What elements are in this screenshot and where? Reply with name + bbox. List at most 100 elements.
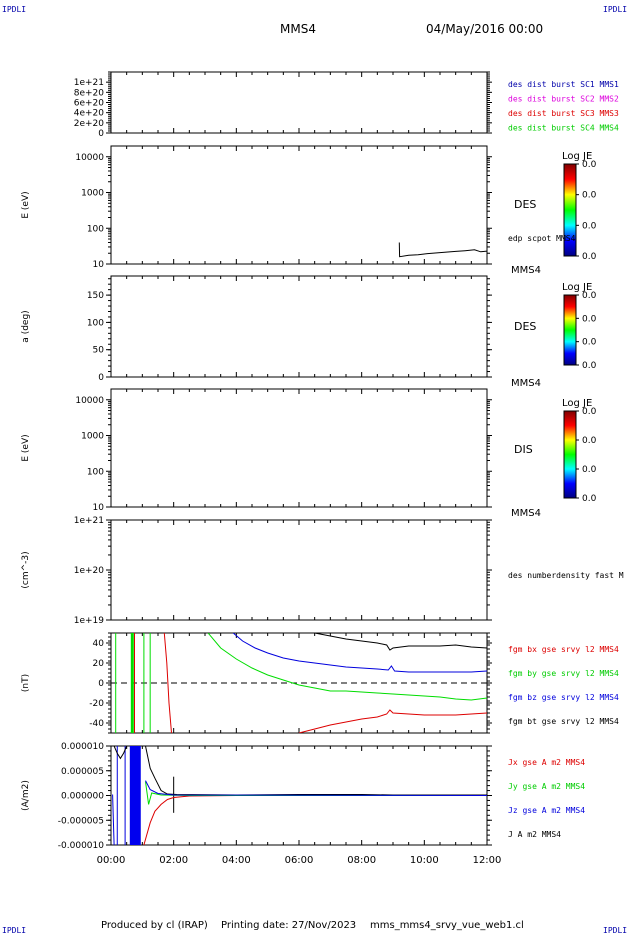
panel-frame [110,145,488,265]
legend-entry: edp scpot MMS4 [508,234,576,243]
colorbar-title: Log JE [562,282,592,293]
legend-entry: des dist burst SC2 MMS2 [508,95,619,104]
corner-label-top-right: IPDLI [603,5,628,14]
colorbar [563,163,577,257]
colorbar-title: Log JE [562,398,592,409]
instrument-label: DES [514,198,536,211]
y-tick-label: 1e+20 [74,566,105,576]
y-tick-label: 6e+20 [74,99,105,109]
series-line-j [113,746,487,796]
panel-7 [106,745,492,846]
y-tick-label: 1e+21 [74,516,104,526]
colorbar-tick-label: 0.0 [582,160,597,170]
header-date: 04/May/2016 00:00 [426,22,544,36]
y-tick-label: 1e+21 [74,78,104,88]
colorbar-tick-label: 0.0 [582,407,597,417]
y-tick-label: 1e+19 [74,616,105,626]
y-tick-label: 0 [98,373,104,383]
colorbar-tick-label: 0.0 [582,291,597,301]
y-tick-label: 1000 [81,189,104,199]
legend-entry: fgm bz gse srvy l2 MMS4 [508,693,619,702]
y-tick-label: -0.000005 [58,816,104,826]
legend-entry: J A m2 MMS4 [508,830,561,839]
series-line-bt [314,633,487,651]
x-tick-label: 10:00 [410,855,439,866]
footer-filename: mms_mms4_srvy_vue_web1.cl [370,920,524,931]
y-tick-label: 40 [93,639,105,649]
colorbar-tick-label: 0.0 [582,221,597,231]
y-tick-label: -20 [89,699,104,709]
panel-4 [106,388,579,508]
legend-entry: Jy gse A m2 MMS4 [508,782,585,791]
footer-produced-by: Produced by cl (IRAP) [101,920,208,931]
legend-entry: Jz gse A m2 MMS4 [508,806,585,815]
y-tick-label: 2e+20 [74,119,105,129]
panel-3 [106,275,579,378]
colorbar-title: Log JE [562,151,592,162]
series-line-bz [232,633,487,673]
panel-frame [110,275,488,378]
spacecraft-label: MMS4 [511,378,541,389]
y-tick-label: 150 [87,291,104,301]
corner-label-top-left: IPDLI [2,5,27,14]
panel-5 [106,519,492,621]
panel-1 [106,71,492,134]
colorbar-tick-label: 0.0 [582,252,597,262]
y-tick-label: 4e+20 [74,109,105,119]
y-tick-label: 50 [93,346,105,356]
y-axis-label: a (deg) [21,310,31,342]
y-axis-label: E (eV) [21,191,31,218]
panel-frame [110,388,488,508]
y-tick-label: 100 [87,467,104,477]
colorbar-tick-label: 0.0 [582,465,597,475]
y-tick-label: 1000 [81,432,104,442]
legend-entry: fgm bt gse srvy l2 MMS4 [508,717,619,726]
y-tick-label: 10000 [75,396,104,406]
y-axis-label: (nT) [21,674,31,692]
x-tick-label: 04:00 [222,855,251,866]
colorbar-tick-label: 0.0 [582,191,597,201]
x-tick-label: 08:00 [347,855,376,866]
y-axis-label: (cm^-3) [21,551,31,588]
spacecraft-label: MMS4 [511,265,541,276]
legend-entry: des numberdensity fast M [508,571,624,580]
y-tick-label: 0 [98,679,104,689]
header-spacecraft: MMS4 [280,22,316,36]
instrument-label: DIS [514,443,533,456]
panel-frame [110,71,488,134]
y-tick-label: 0.000005 [61,767,104,777]
colorbar-tick-label: 0.0 [582,361,597,371]
panel-frame [110,519,488,621]
legend-entry: fgm by gse srvy l2 MMS4 [508,669,619,678]
colorbar-tick-label: 0.0 [582,314,597,324]
y-tick-label: -0.000010 [58,841,104,851]
panel-6 [106,632,492,734]
data-band [129,746,141,845]
spacecraft-label: MMS4 [511,508,541,519]
corner-label-bottom-left: IPDLI [2,926,27,935]
footer-printing-date: Printing date: 27/Nov/2023 [221,920,357,931]
colorbar [563,294,577,366]
panel-2 [106,145,579,265]
corner-label-bottom-right: IPDLI [603,926,628,935]
y-tick-label: 0.000010 [61,742,104,752]
y-tick-label: 20 [93,659,105,669]
y-tick-label: 8e+20 [74,88,105,98]
legend-entry: fgm bx gse srvy l2 MMS4 [508,645,619,654]
colorbar-tick-label: 0.0 [582,338,597,348]
legend-entry: des dist burst SC1 MMS1 [508,80,619,89]
y-tick-label: -40 [89,719,104,729]
x-tick-label: 00:00 [97,855,126,866]
x-tick-label: 02:00 [159,855,188,866]
colorbar-tick-label: 0.0 [582,436,597,446]
series-line-jz [112,780,487,845]
series-line-bx [163,633,487,733]
legend-entry: des dist burst SC3 MMS3 [508,109,619,118]
series-line-edp-scpot-mms4 [398,242,487,258]
legend-entry: des dist burst SC4 MMS4 [508,124,619,133]
y-tick-label: 0 [98,129,104,139]
y-tick-label: 10000 [75,153,104,163]
y-tick-label: 0.000000 [61,792,104,802]
colorbar-tick-label: 0.0 [582,494,597,504]
